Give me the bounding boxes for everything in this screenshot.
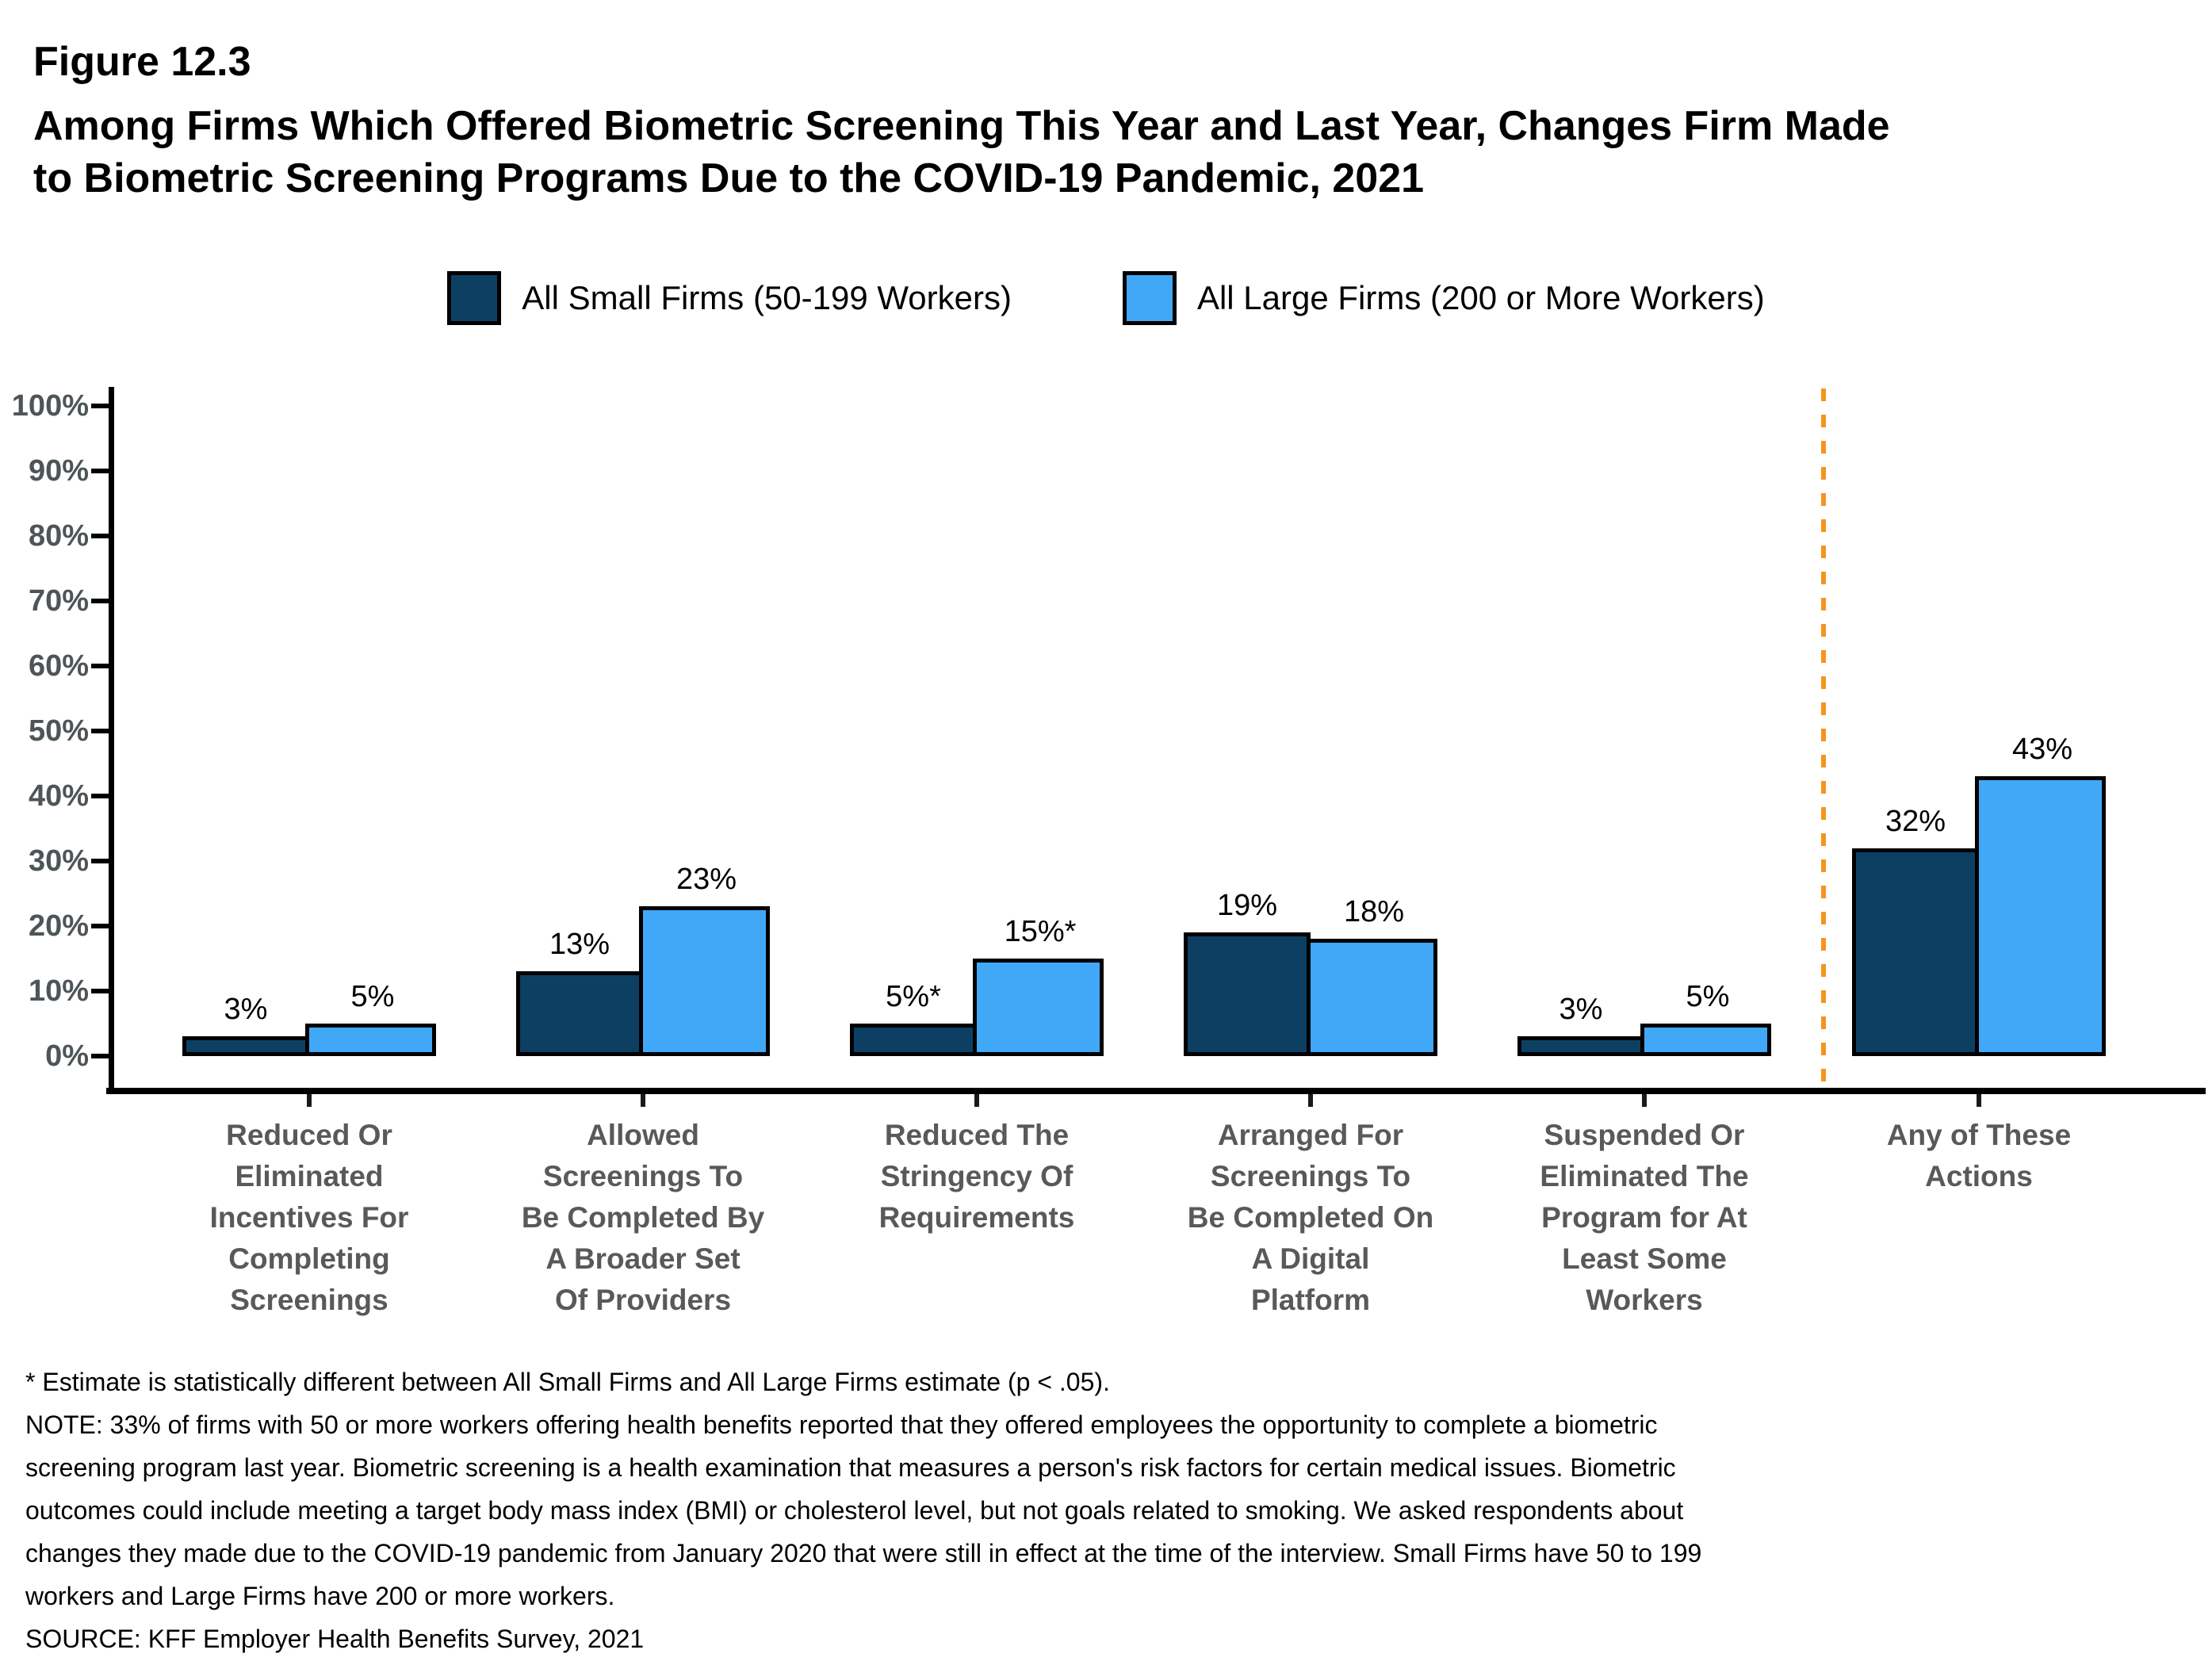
y-tick-label: 50% [28, 714, 89, 748]
y-tick-mark [91, 534, 110, 538]
bar-value-label: 5%* [886, 980, 941, 1013]
y-tick-mark [91, 794, 110, 798]
x-axis-line [106, 1088, 2206, 1094]
y-axis-line [109, 387, 114, 1094]
y-tick-label: 60% [28, 649, 89, 683]
bar-value-label: 5% [350, 980, 395, 1013]
y-tick-mark [91, 664, 110, 668]
y-tick-label: 10% [28, 974, 89, 1008]
y-tick-label: 90% [28, 454, 89, 488]
bar-small-firms [1517, 1036, 1644, 1056]
category-label: Suspended Or Eliminated The Program for … [1540, 1119, 1749, 1316]
x-tick-mark [641, 1094, 645, 1107]
bar-small-firms [850, 1024, 977, 1056]
y-tick-label: 70% [28, 584, 89, 618]
bar-value-label: 18% [1343, 895, 1405, 928]
category-label: Reduced Or Eliminated Incentives For Com… [209, 1119, 409, 1316]
bar-small-firms [1184, 932, 1311, 1056]
legend-item-large-firms: All Large Firms (200 or More Workers) [1122, 271, 1765, 325]
bar-value-label: 3% [1559, 993, 1603, 1026]
y-tick-mark [91, 859, 110, 863]
legend: All Small Firms (50-199 Workers) All Larg… [0, 271, 2212, 325]
legend-label: All Small Firms (50-199 Workers) [522, 279, 1012, 316]
bar-value-label: 3% [224, 993, 268, 1026]
source-text: SOURCE: KFF Employer Health Benefits Sur… [25, 1625, 645, 1653]
legend-label: All Large Firms (200 or More Workers) [1196, 279, 1765, 316]
x-tick-mark [1642, 1094, 1647, 1107]
bar-large-firms [973, 959, 1104, 1056]
separator-dashed-line [1821, 388, 1826, 1088]
y-tick-mark [91, 599, 110, 603]
legend-swatch-icon [1122, 271, 1177, 325]
x-tick-mark [1308, 1094, 1313, 1107]
category-label: Any of These Actions [1886, 1119, 2072, 1192]
legend-item-small-firms: All Small Firms (50-199 Workers) [447, 271, 1012, 325]
category-label: Allowed Screenings To Be Completed By A … [521, 1119, 765, 1316]
y-tick-label: 0% [45, 1039, 89, 1073]
x-tick-mark [1977, 1094, 1981, 1107]
bar-value-label: 43% [2011, 733, 2073, 766]
y-tick-label: 80% [28, 519, 89, 553]
bar-large-firms [1307, 939, 1437, 1056]
y-tick-mark [91, 924, 110, 928]
bar-value-label: 13% [549, 928, 610, 961]
figure-number: Figure 12.3 [33, 39, 251, 85]
y-tick-label: 40% [28, 779, 89, 813]
category-label: Reduced The Stringency Of Requirements [878, 1119, 1075, 1234]
bar-value-label: 15%* [1004, 915, 1077, 948]
y-tick-label: 100% [11, 389, 89, 423]
y-tick-mark [91, 469, 110, 473]
bar-large-firms [639, 906, 770, 1056]
x-tick-mark [307, 1094, 312, 1107]
bar-small-firms [1852, 848, 1979, 1056]
chart-title: Among Firms Which Offered Biometric Scre… [33, 103, 1890, 201]
bar-small-firms [182, 1036, 309, 1056]
y-tick-mark [91, 1054, 110, 1058]
bar-small-firms [516, 971, 643, 1056]
y-tick-label: 30% [28, 844, 89, 878]
bar-value-label: 19% [1216, 889, 1278, 922]
star-footnote: * Estimate is statistically different be… [25, 1368, 1110, 1396]
bar-value-label: 23% [675, 863, 737, 896]
bar-large-firms [305, 1024, 436, 1056]
chart-header: Figure 12.3 Among Firms Which Offered Bi… [33, 38, 2190, 205]
y-tick-label: 20% [28, 909, 89, 943]
legend-swatch-icon [447, 271, 502, 325]
note-text: NOTE: 33% of firms with 50 or more worke… [25, 1410, 1702, 1610]
bar-large-firms [1640, 1024, 1771, 1056]
bar-value-label: 5% [1686, 980, 1730, 1013]
category-label: Arranged For Screenings To Be Completed … [1187, 1119, 1434, 1316]
y-tick-mark [91, 989, 110, 993]
y-tick-mark [91, 404, 110, 408]
y-tick-mark [91, 729, 110, 733]
x-tick-mark [974, 1094, 979, 1107]
footnotes: * Estimate is statistically different be… [25, 1361, 2190, 1660]
bar-large-firms [1975, 776, 2106, 1056]
bar-value-label: 32% [1885, 805, 1946, 838]
